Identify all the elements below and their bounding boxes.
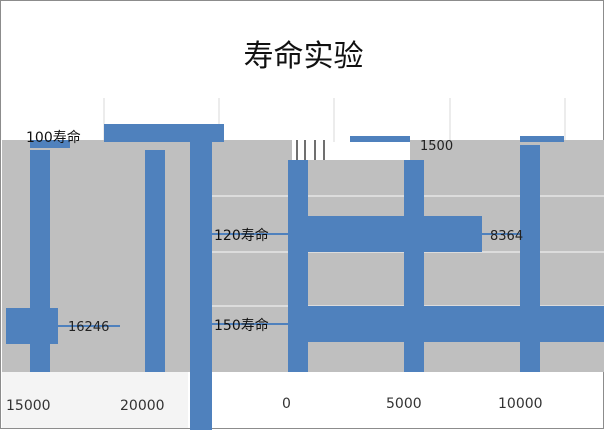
tick-label-3: 5000 — [386, 396, 422, 412]
glitch-strip-b — [410, 140, 604, 162]
bar-segment-8 — [290, 306, 604, 342]
chart-labels: 100寿命 120寿命 150寿命 16246 8364 1500 15000 20000 0 5… — [6, 129, 543, 414]
bar-segment-11 — [520, 136, 564, 142]
data-label-2: 1500 — [420, 139, 453, 154]
tick-label-1: 20000 — [120, 398, 165, 414]
category-label-0: 100寿命 — [26, 129, 81, 146]
bar-segment-2 — [145, 150, 165, 372]
glitch-strip-a — [212, 140, 292, 162]
tick-label-0: 15000 — [6, 398, 51, 414]
data-label-1: 8364 — [490, 229, 523, 244]
bar-segment-12 — [30, 140, 70, 148]
bar-segment-9 — [6, 308, 58, 344]
bar-marks — [6, 124, 604, 430]
bar-segment-10 — [350, 136, 410, 142]
bar-segment-0 — [104, 124, 224, 142]
glitch-axis-left — [2, 372, 188, 428]
bar-segment-3 — [190, 140, 212, 430]
tick-label-2: 0 — [282, 396, 291, 412]
chart-title: 寿命实验 — [243, 39, 364, 74]
category-label-1: 120寿命 — [214, 227, 269, 244]
data-label-0: 16246 — [68, 320, 109, 335]
tick-label-4: 10000 — [498, 396, 543, 412]
bar-segment-7 — [290, 216, 482, 252]
category-label-2: 150寿命 — [214, 317, 269, 334]
